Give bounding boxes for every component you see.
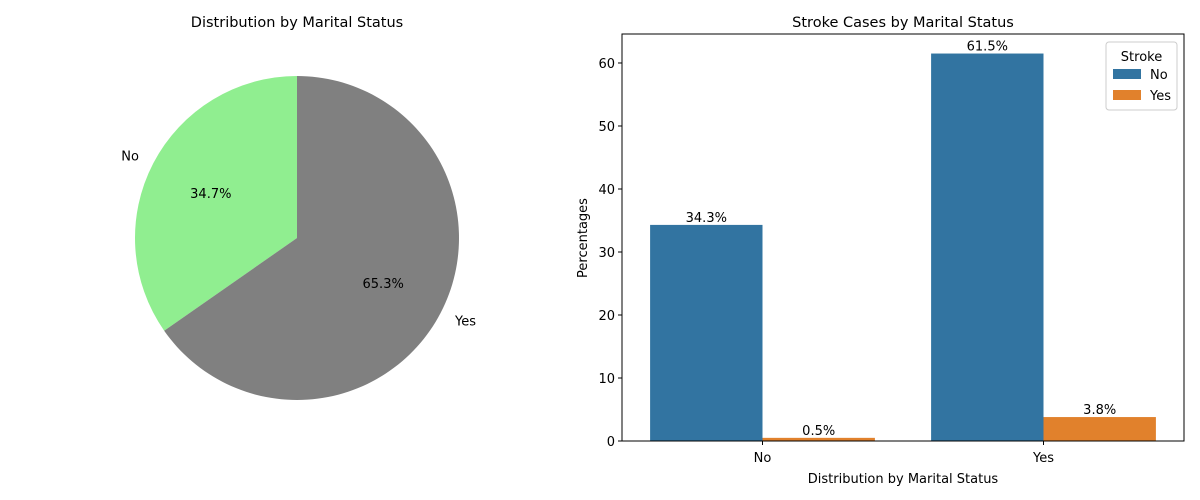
pie-chart: Distribution by Marital Status 34.7% No 65… (121, 15, 476, 400)
bar-value-label-no-stroke-yes: 0.5% (802, 424, 835, 439)
bar-value-label-no-stroke-no: 34.3% (686, 211, 727, 226)
y-tick-label: 60 (598, 57, 615, 72)
legend-swatch-yes (1113, 90, 1141, 100)
legend-label-no: No (1150, 68, 1168, 83)
bar-value-label-yes-stroke-yes: 3.8% (1083, 403, 1116, 418)
x-tick-label-no: No (754, 451, 772, 466)
pie-category-label-no: No (121, 150, 139, 165)
legend-label-yes: Yes (1149, 89, 1171, 104)
bar-no-stroke-yes (762, 437, 875, 441)
bar-x-axis-label: Distribution by Marital Status (808, 472, 999, 487)
y-tick-label: 50 (598, 120, 615, 135)
bar-value-label-yes-stroke-no: 61.5% (967, 40, 1008, 55)
bar-chart: Stroke Cases by Marital Status 34.3% 61.5… (576, 15, 1185, 487)
y-tick-label: 20 (598, 309, 615, 324)
bar-axes-frame (621, 33, 1185, 442)
bar-yes-stroke-yes (1043, 417, 1156, 441)
y-tick-label: 30 (598, 246, 615, 261)
bar-plot-area: 34.3% 61.5% 0.5% 3.8% 0 10 20 30 40 50 60 No Yes (598, 33, 1185, 466)
pie-slice-no (134, 76, 297, 331)
pie-value-label-yes: 65.3% (363, 277, 404, 292)
y-tick-label: 40 (598, 183, 615, 198)
legend-swatch-no (1113, 69, 1141, 79)
bar-y-axis-label: Percentages (576, 198, 591, 278)
legend-title: Stroke (1121, 50, 1162, 65)
y-tick-label: 0 (607, 435, 615, 450)
pie-category-label-yes: Yes (454, 314, 476, 329)
pie-title: Distribution by Marital Status (191, 15, 403, 31)
y-tick-label: 10 (598, 372, 615, 387)
x-tick-label-yes: Yes (1032, 451, 1054, 466)
legend: Stroke No Yes (1105, 41, 1178, 111)
bar-no-stroke-no (650, 224, 763, 441)
bar-yes-stroke-no (931, 53, 1044, 442)
pie-slice-yes (164, 76, 459, 400)
pie-value-label-no: 34.7% (190, 187, 231, 202)
bar-title: Stroke Cases by Marital Status (792, 15, 1014, 31)
